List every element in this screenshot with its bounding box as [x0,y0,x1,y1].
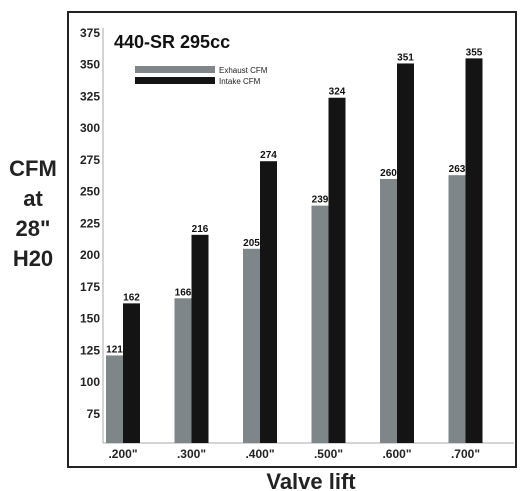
exhaust-bar [174,298,192,443]
legend-label-exhaust: Exhaust CFM [219,66,268,75]
x-tick-label: .400" [245,447,274,461]
exhaust-data-label: 121 [106,344,123,355]
y-axis-label-line: CFM [9,156,57,181]
y-tick-label: 225 [80,216,100,230]
intake-bar [465,58,483,444]
intake-data-label: 324 [329,87,346,98]
y-tick-label: 325 [80,89,100,103]
x-tick-label: .700" [451,447,480,461]
y-tick-label: 275 [80,153,100,167]
y-axis-label-line: H20 [12,246,54,271]
y-tick-label: 300 [80,121,100,135]
legend-swatch-exhaust [135,66,215,73]
exhaust-bar [311,205,329,443]
intake-data-label: 355 [466,47,483,58]
y-tick-label: 100 [80,375,100,389]
y-axis-label-line: 28" [15,216,51,241]
exhaust-data-label: 260 [380,168,397,179]
y-tick-label: 175 [80,280,100,294]
exhaust-data-label: 166 [175,287,192,298]
y-tick-label: 200 [80,248,100,262]
intake-bar [260,161,277,443]
x-axis-label: Valve lift [266,469,356,491]
exhaust-bar [448,175,466,443]
x-tick-label: .600" [382,447,411,461]
exhaust-bar [380,178,397,444]
exhaust-data-label: 263 [449,164,466,175]
legend-swatch-intake [135,77,215,84]
intake-data-label: 351 [397,52,414,63]
y-tick-label: 350 [80,58,100,72]
y-tick-label: 125 [80,343,100,357]
exhaust-data-label: 205 [243,238,260,249]
bar-marks: 121 162 166 216 205 274 239 324 260 351 263 355 [106,47,483,444]
intake-data-label: 162 [123,292,140,303]
exhaust-data-label: 239 [312,195,329,206]
exhaust-bar [106,355,123,443]
y-tick-label: 375 [80,26,100,40]
intake-data-label: 216 [192,224,209,235]
x-tick-labels: .200" .300" .400" .500" .600" .700" [108,447,480,461]
x-tick-label: .500" [314,447,343,461]
plot-frame [67,11,517,468]
intake-data-label: 274 [260,150,277,161]
y-axis-label-line: at [23,186,43,211]
exhaust-bar [243,248,260,443]
y-tick-label: 250 [80,185,100,199]
intake-bar [191,234,209,443]
legend: Exhaust CFM Intake CFM [135,66,268,86]
intake-bar [123,303,140,443]
y-tick-labels: 75 100 125 150 175 200 225 250 275 300 325 350 375 [80,26,100,421]
y-tick-label: 150 [80,312,100,326]
intake-bar [328,97,346,443]
y-tick-label: 75 [87,407,101,421]
x-tick-label: .300" [177,447,206,461]
chart-title: 440-SR 295cc [114,32,230,52]
x-tick-label: .200" [108,447,137,461]
intake-bar [397,63,414,444]
legend-label-intake: Intake CFM [219,77,261,86]
